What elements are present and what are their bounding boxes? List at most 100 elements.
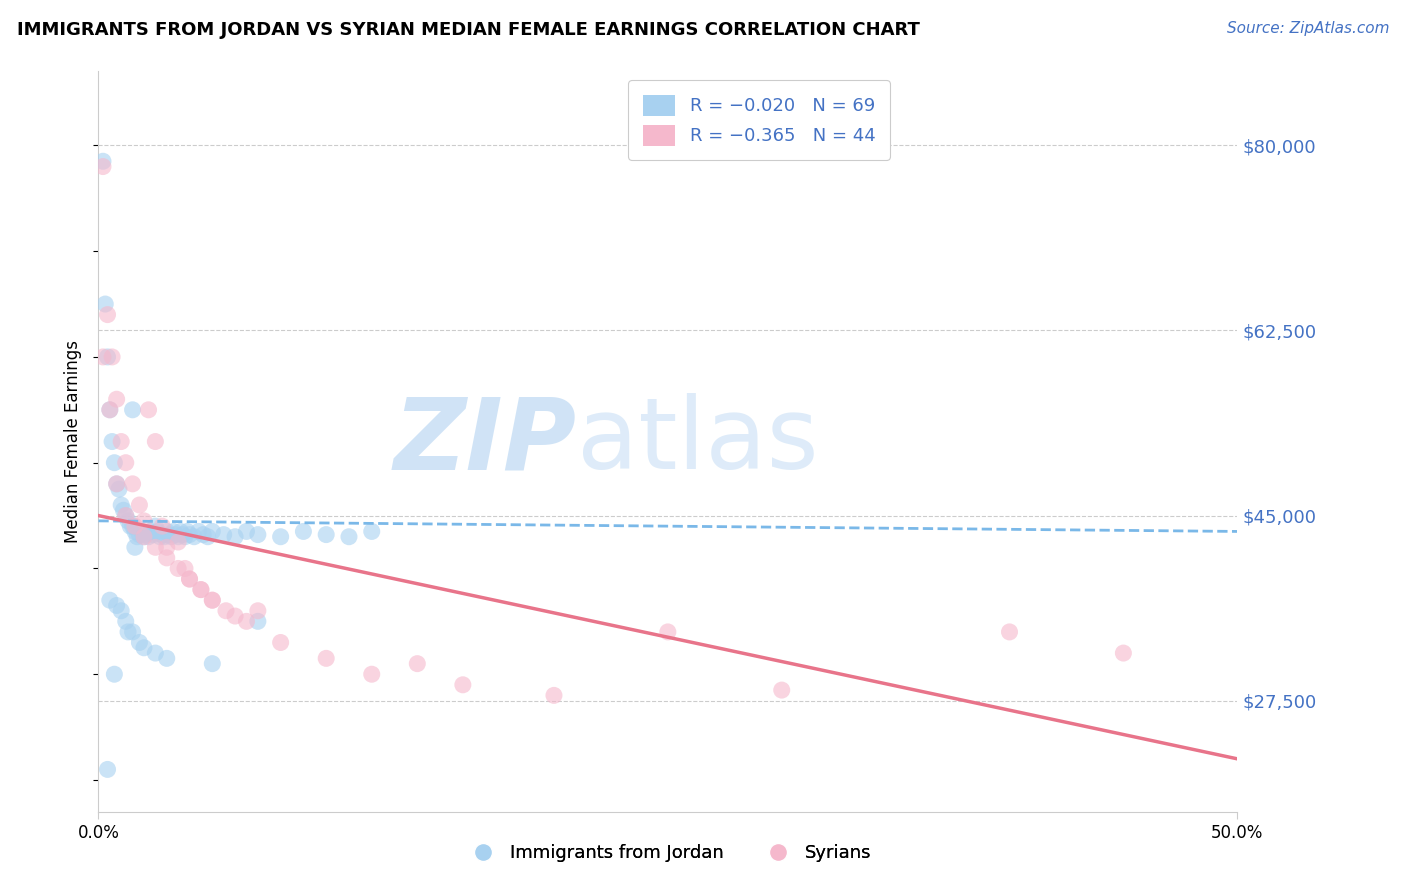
Point <box>112 503 135 517</box>
Point <box>128 635 150 649</box>
Point <box>224 530 246 544</box>
Point <box>360 667 382 681</box>
Point <box>167 530 190 544</box>
Point <box>179 572 201 586</box>
Point <box>174 561 197 575</box>
Point <box>121 402 143 417</box>
Point <box>201 593 224 607</box>
Point <box>167 561 190 575</box>
Point <box>105 476 128 491</box>
Point <box>224 609 246 624</box>
Point <box>543 689 565 703</box>
Point <box>150 527 173 541</box>
Point <box>120 519 142 533</box>
Point <box>179 527 201 541</box>
Point <box>117 624 139 639</box>
Point <box>315 651 337 665</box>
Point <box>132 530 155 544</box>
Point <box>162 524 184 539</box>
Point <box>160 530 183 544</box>
Point <box>145 434 167 449</box>
Point <box>101 434 124 449</box>
Point <box>770 683 793 698</box>
Point <box>190 582 212 597</box>
Point <box>131 524 153 539</box>
Point <box>201 524 224 539</box>
Point <box>91 154 114 169</box>
Point <box>246 527 269 541</box>
Point <box>215 604 238 618</box>
Point <box>146 524 169 539</box>
Point <box>142 527 165 541</box>
Point <box>153 530 176 544</box>
Point <box>183 530 205 544</box>
Point <box>169 524 191 539</box>
Point <box>337 530 360 544</box>
Point <box>179 572 201 586</box>
Point <box>657 624 679 639</box>
Point <box>114 615 136 629</box>
Point <box>124 519 146 533</box>
Point <box>121 476 143 491</box>
Point <box>197 530 219 544</box>
Point <box>98 402 121 417</box>
Point <box>246 604 269 618</box>
Point <box>201 593 224 607</box>
Point <box>110 434 132 449</box>
Point <box>187 524 209 539</box>
Text: IMMIGRANTS FROM JORDAN VS SYRIAN MEDIAN FEMALE EARNINGS CORRELATION CHART: IMMIGRANTS FROM JORDAN VS SYRIAN MEDIAN … <box>17 21 920 38</box>
Point <box>110 498 132 512</box>
Point <box>128 527 150 541</box>
Y-axis label: Median Female Earnings: Median Female Earnings <box>65 340 83 543</box>
Point <box>127 530 149 544</box>
Point <box>114 456 136 470</box>
Point <box>91 350 114 364</box>
Point <box>101 350 124 364</box>
Point <box>292 524 315 539</box>
Point <box>1112 646 1135 660</box>
Point <box>235 615 257 629</box>
Point <box>103 667 125 681</box>
Point <box>124 541 146 555</box>
Point <box>96 350 118 364</box>
Point <box>117 514 139 528</box>
Point <box>145 646 167 660</box>
Point <box>149 530 172 544</box>
Point <box>135 527 157 541</box>
Point <box>156 651 179 665</box>
Point <box>167 535 190 549</box>
Point <box>193 527 215 541</box>
Text: ZIP: ZIP <box>394 393 576 490</box>
Point <box>157 527 180 541</box>
Point <box>96 308 118 322</box>
Point <box>201 657 224 671</box>
Point <box>270 530 292 544</box>
Point <box>103 456 125 470</box>
Point <box>139 524 162 539</box>
Point <box>246 615 269 629</box>
Point <box>132 640 155 655</box>
Point <box>156 524 179 539</box>
Point <box>212 527 235 541</box>
Point <box>96 763 118 777</box>
Point <box>998 624 1021 639</box>
Point <box>138 402 160 417</box>
Point <box>451 678 474 692</box>
Text: Source: ZipAtlas.com: Source: ZipAtlas.com <box>1226 21 1389 36</box>
Point <box>176 524 198 539</box>
Point <box>91 160 114 174</box>
Point <box>94 297 117 311</box>
Point <box>128 498 150 512</box>
Point <box>98 402 121 417</box>
Point <box>235 524 257 539</box>
Point <box>124 524 146 539</box>
Point <box>132 530 155 544</box>
Point <box>145 519 167 533</box>
Point <box>105 599 128 613</box>
Point <box>360 524 382 539</box>
Point <box>270 635 292 649</box>
Point <box>110 604 132 618</box>
Point <box>98 593 121 607</box>
Point <box>145 541 167 555</box>
Point <box>156 550 179 565</box>
